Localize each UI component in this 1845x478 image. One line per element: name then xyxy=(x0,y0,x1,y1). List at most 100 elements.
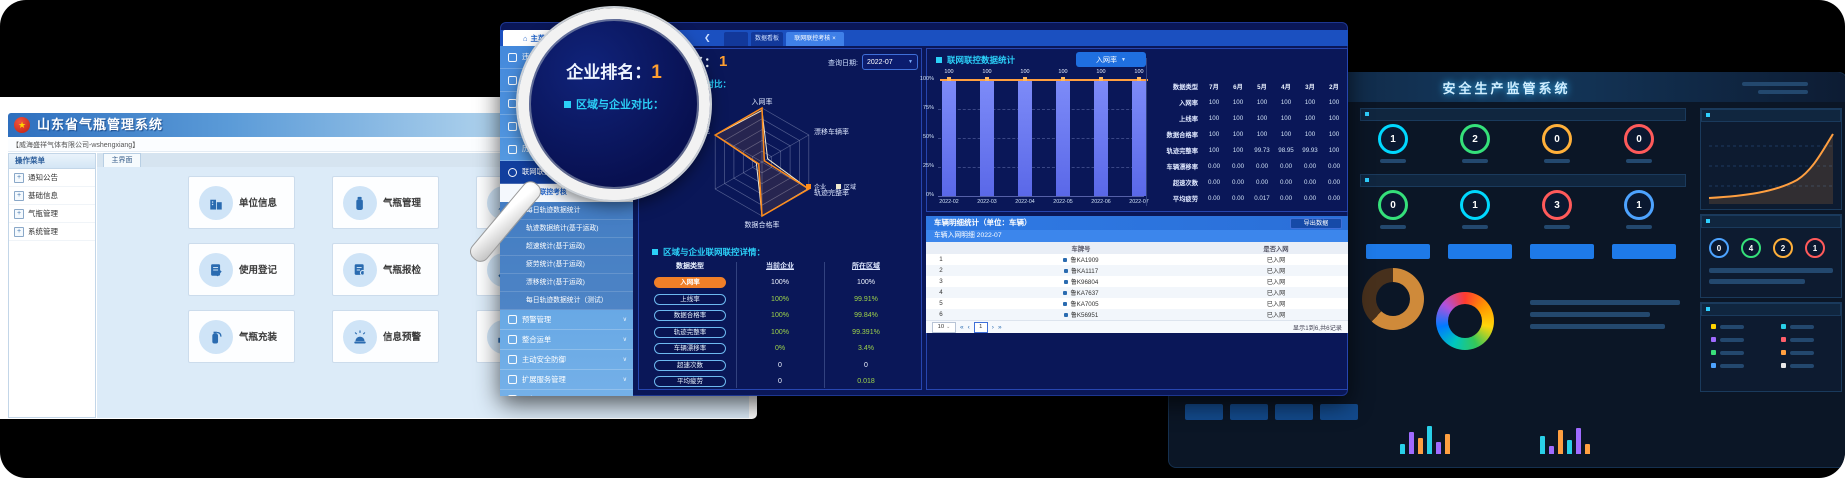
radar-axis-label: 数据合格率 xyxy=(745,220,780,229)
gauge-ring: 2 xyxy=(1460,124,1490,154)
y-axis-label: 0% xyxy=(926,192,934,198)
window-title: 山东省气瓶管理系统 xyxy=(37,117,164,132)
x-axis-label: 2022-05 xyxy=(1053,199,1073,205)
pagination-bar: 10 ⌄ « ‹ 1 › » 显示1到6,共6记录 xyxy=(926,320,1348,333)
section-bullet xyxy=(564,100,571,108)
tab-main-screen[interactable]: 主界面 xyxy=(103,153,141,167)
stat-tile[interactable] xyxy=(1275,404,1313,420)
submenu-daily-track-test[interactable]: 每日轨迹数据统计（测试） xyxy=(500,292,633,310)
metric-button[interactable]: 轨迹完整率 xyxy=(654,326,726,338)
stat-tile[interactable] xyxy=(1230,404,1268,420)
submenu-daily-track-stats[interactable]: 每日轨迹数据统计 xyxy=(500,202,633,220)
menu-warning-mgmt[interactable]: 预警管理 ∨ xyxy=(500,310,633,330)
grid-row: 上线率 100 100 100 100 100 100 xyxy=(1179,114,1340,123)
car-mini-icon xyxy=(1063,258,1068,262)
metric-selector-dropdown[interactable]: 入网率 ▼ xyxy=(1076,52,1146,67)
sidebar-item-basic-info[interactable]: + 基础信息 xyxy=(9,187,95,205)
expand-plus-icon[interactable]: + xyxy=(14,208,24,219)
next-page-button[interactable]: › xyxy=(991,323,994,331)
card-info-alert[interactable]: 信息预警 xyxy=(332,310,439,363)
table-row[interactable]: 3 鲁K96804 已入网 xyxy=(926,276,1348,287)
collapse-sidebar-icon[interactable]: ❮ xyxy=(704,33,711,42)
metric-button[interactable]: 数据合格率 xyxy=(654,310,726,322)
y-axis-label: 50% xyxy=(922,134,934,140)
x-axis-label: 2022-07 xyxy=(1129,199,1149,205)
bar-2022-02 xyxy=(942,80,956,196)
menu-extended-service[interactable]: 扩展服务管理 ∨ xyxy=(500,370,633,390)
grid-row: 车辆漂移率 0.00 0.00 0.00 0.00 0.00 0.00 xyxy=(1166,162,1341,171)
stat-tile[interactable] xyxy=(1185,404,1223,420)
close-icon[interactable]: × xyxy=(832,36,836,42)
window-sidebar: 操作菜单 + 通知公告 + 基础信息 + 气瓶管理 + 系统管理 xyxy=(8,153,96,418)
menu-pass-code[interactable]: 通行码∨ xyxy=(500,390,633,396)
section-dot-icon xyxy=(1365,112,1369,116)
vehicle-table-subtitle: 车辆入网明细 2022-07 xyxy=(926,230,1348,242)
sidebar-item-notice[interactable]: + 通知公告 xyxy=(9,169,95,187)
card-cylinder-mgmt[interactable]: 气瓶管理 xyxy=(332,176,439,229)
column-status[interactable]: 是否入网 xyxy=(1263,245,1289,253)
card-usage-register[interactable]: 使用登记 xyxy=(188,243,295,296)
metric-button[interactable]: 超速次数 xyxy=(654,359,726,371)
radar-axis-label: 入网率 xyxy=(752,97,773,106)
content-tab-hidden[interactable] xyxy=(724,32,748,46)
blue-action-chip[interactable] xyxy=(1366,244,1430,259)
blue-action-chip[interactable] xyxy=(1612,244,1676,259)
sidebar-item-cylinder-mgmt[interactable]: + 气瓶管理 xyxy=(9,205,95,223)
gridline xyxy=(938,109,1144,110)
metric-button-active[interactable]: 入网率 xyxy=(654,277,726,289)
tab-network-assessment[interactable]: 联网联控考核 × xyxy=(786,32,844,46)
bottom-tile-row xyxy=(1185,404,1358,420)
legend-swatch xyxy=(1711,363,1716,368)
column-plate[interactable]: 车牌号 xyxy=(1071,245,1091,253)
first-page-button[interactable]: « xyxy=(960,323,964,331)
last-page-button[interactable]: » xyxy=(997,323,1002,331)
x-axis xyxy=(938,196,1144,197)
query-date-select[interactable]: 2022-07 ▼ xyxy=(862,54,918,70)
grid-row: 入网率 100 100 100 100 100 100 xyxy=(1179,98,1340,107)
tab-data-board[interactable]: 数据看板 xyxy=(751,32,783,46)
table-row[interactable]: 5 鲁KA7005 已入网 xyxy=(926,298,1348,309)
gauge-ring: 0 xyxy=(1624,124,1654,154)
gauge-ring: 3 xyxy=(1542,190,1572,220)
current-page-box[interactable]: 1 xyxy=(973,321,988,333)
card-cylinder-inspection[interactable]: 气瓶报检 xyxy=(332,243,439,296)
submenu-fatigue-stats[interactable]: 疲劳统计(基于运政) xyxy=(500,256,633,274)
sidebar-item-system-mgmt[interactable]: + 系统管理 xyxy=(9,223,95,241)
table-row[interactable]: 4 鲁KA7637 已入网 xyxy=(926,287,1348,298)
export-data-button[interactable]: 导出数据 xyxy=(1290,218,1342,229)
menu-waybill[interactable]: 整合运单 ∨ xyxy=(500,330,633,350)
prev-page-button[interactable]: ‹ xyxy=(967,323,970,331)
expand-plus-icon[interactable]: + xyxy=(14,172,24,183)
blue-action-chip[interactable] xyxy=(1530,244,1594,259)
gauge-row-2: 0 1 3 1 xyxy=(1366,190,1666,229)
header-logout-text-skeleton[interactable] xyxy=(1758,90,1808,94)
table-row[interactable]: 2 鲁KA1117 已入网 xyxy=(926,265,1348,276)
card-cylinder-filling[interactable]: 气瓶充装 xyxy=(188,310,295,363)
submenu-drift-stats[interactable]: 漂移统计(基于运政) xyxy=(500,274,633,292)
metric-button[interactable]: 上线率 xyxy=(654,293,726,305)
building-icon xyxy=(199,186,233,220)
table-row[interactable]: 6 鲁K56951 已入网 xyxy=(926,309,1348,320)
expand-plus-icon[interactable]: + xyxy=(14,226,24,237)
table-row[interactable]: 1 鲁KA1909 已入网 xyxy=(926,254,1348,265)
expand-plus-icon[interactable]: + xyxy=(14,190,24,201)
query-date-label: 查询日期: xyxy=(828,60,858,67)
risk-panel: 0 4 2 1 xyxy=(1700,214,1842,298)
submenu-track-stats-yunzheng[interactable]: 轨迹数据统计(基于运政) xyxy=(500,220,633,238)
blue-action-chip[interactable] xyxy=(1448,244,1512,259)
stat-tile[interactable] xyxy=(1320,404,1358,420)
menu-icon xyxy=(508,52,517,62)
chevron-down-icon: ∨ xyxy=(622,337,627,343)
menu-active-safety[interactable]: 主动安全防御 ∨ xyxy=(500,350,633,370)
card-unit-info[interactable]: 单位信息 xyxy=(188,176,295,229)
metric-button[interactable]: 平均疲劳 xyxy=(654,376,726,388)
trend-panel xyxy=(1700,108,1842,210)
bar-2022-06 xyxy=(1094,80,1108,196)
submenu-overspeed-stats[interactable]: 超速统计(基于运政) xyxy=(500,238,633,256)
x-axis-label: 2022-06 xyxy=(1091,199,1111,205)
legend-swatch xyxy=(1781,337,1786,342)
bar-2022-03 xyxy=(980,80,994,196)
page-size-select[interactable]: 10 ⌄ xyxy=(932,321,956,333)
metric-button[interactable]: 车辆漂移率 xyxy=(654,343,726,355)
